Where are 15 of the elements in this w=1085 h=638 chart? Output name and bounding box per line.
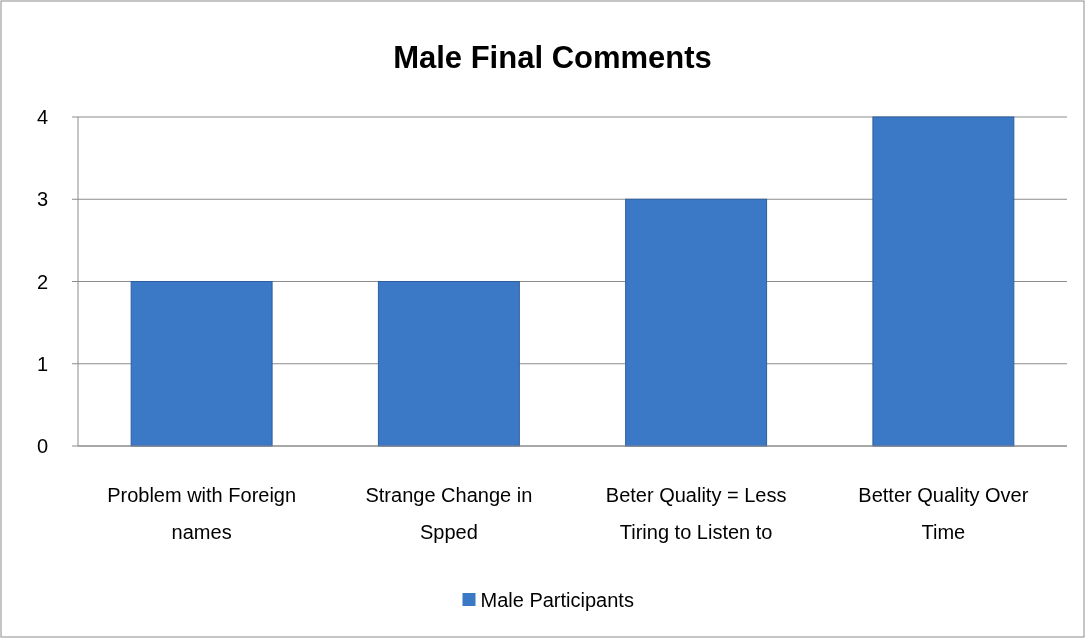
bar <box>130 281 273 447</box>
legend-label: Male Participants <box>480 589 634 611</box>
bar <box>625 198 768 447</box>
x-tick-label: Beter Quality = Less Tiring to Listen to <box>605 484 787 543</box>
x-tick-label: Better Quality Over Time <box>858 484 1029 543</box>
y-tick-label: 3 <box>36 188 48 211</box>
y-tick-label: 0 <box>36 435 48 457</box>
x-tick-label: Strange Change in Spped <box>365 484 533 543</box>
y-tick-label: 1 <box>36 352 48 375</box>
bar <box>872 116 1015 447</box>
y-tick-label: 4 <box>36 106 48 128</box>
y-tick-label: 2 <box>36 270 48 293</box>
x-tick-label: Problem with Foreign names <box>107 484 297 543</box>
chart-title: Male Final Comments <box>393 40 712 75</box>
bar <box>377 281 520 447</box>
